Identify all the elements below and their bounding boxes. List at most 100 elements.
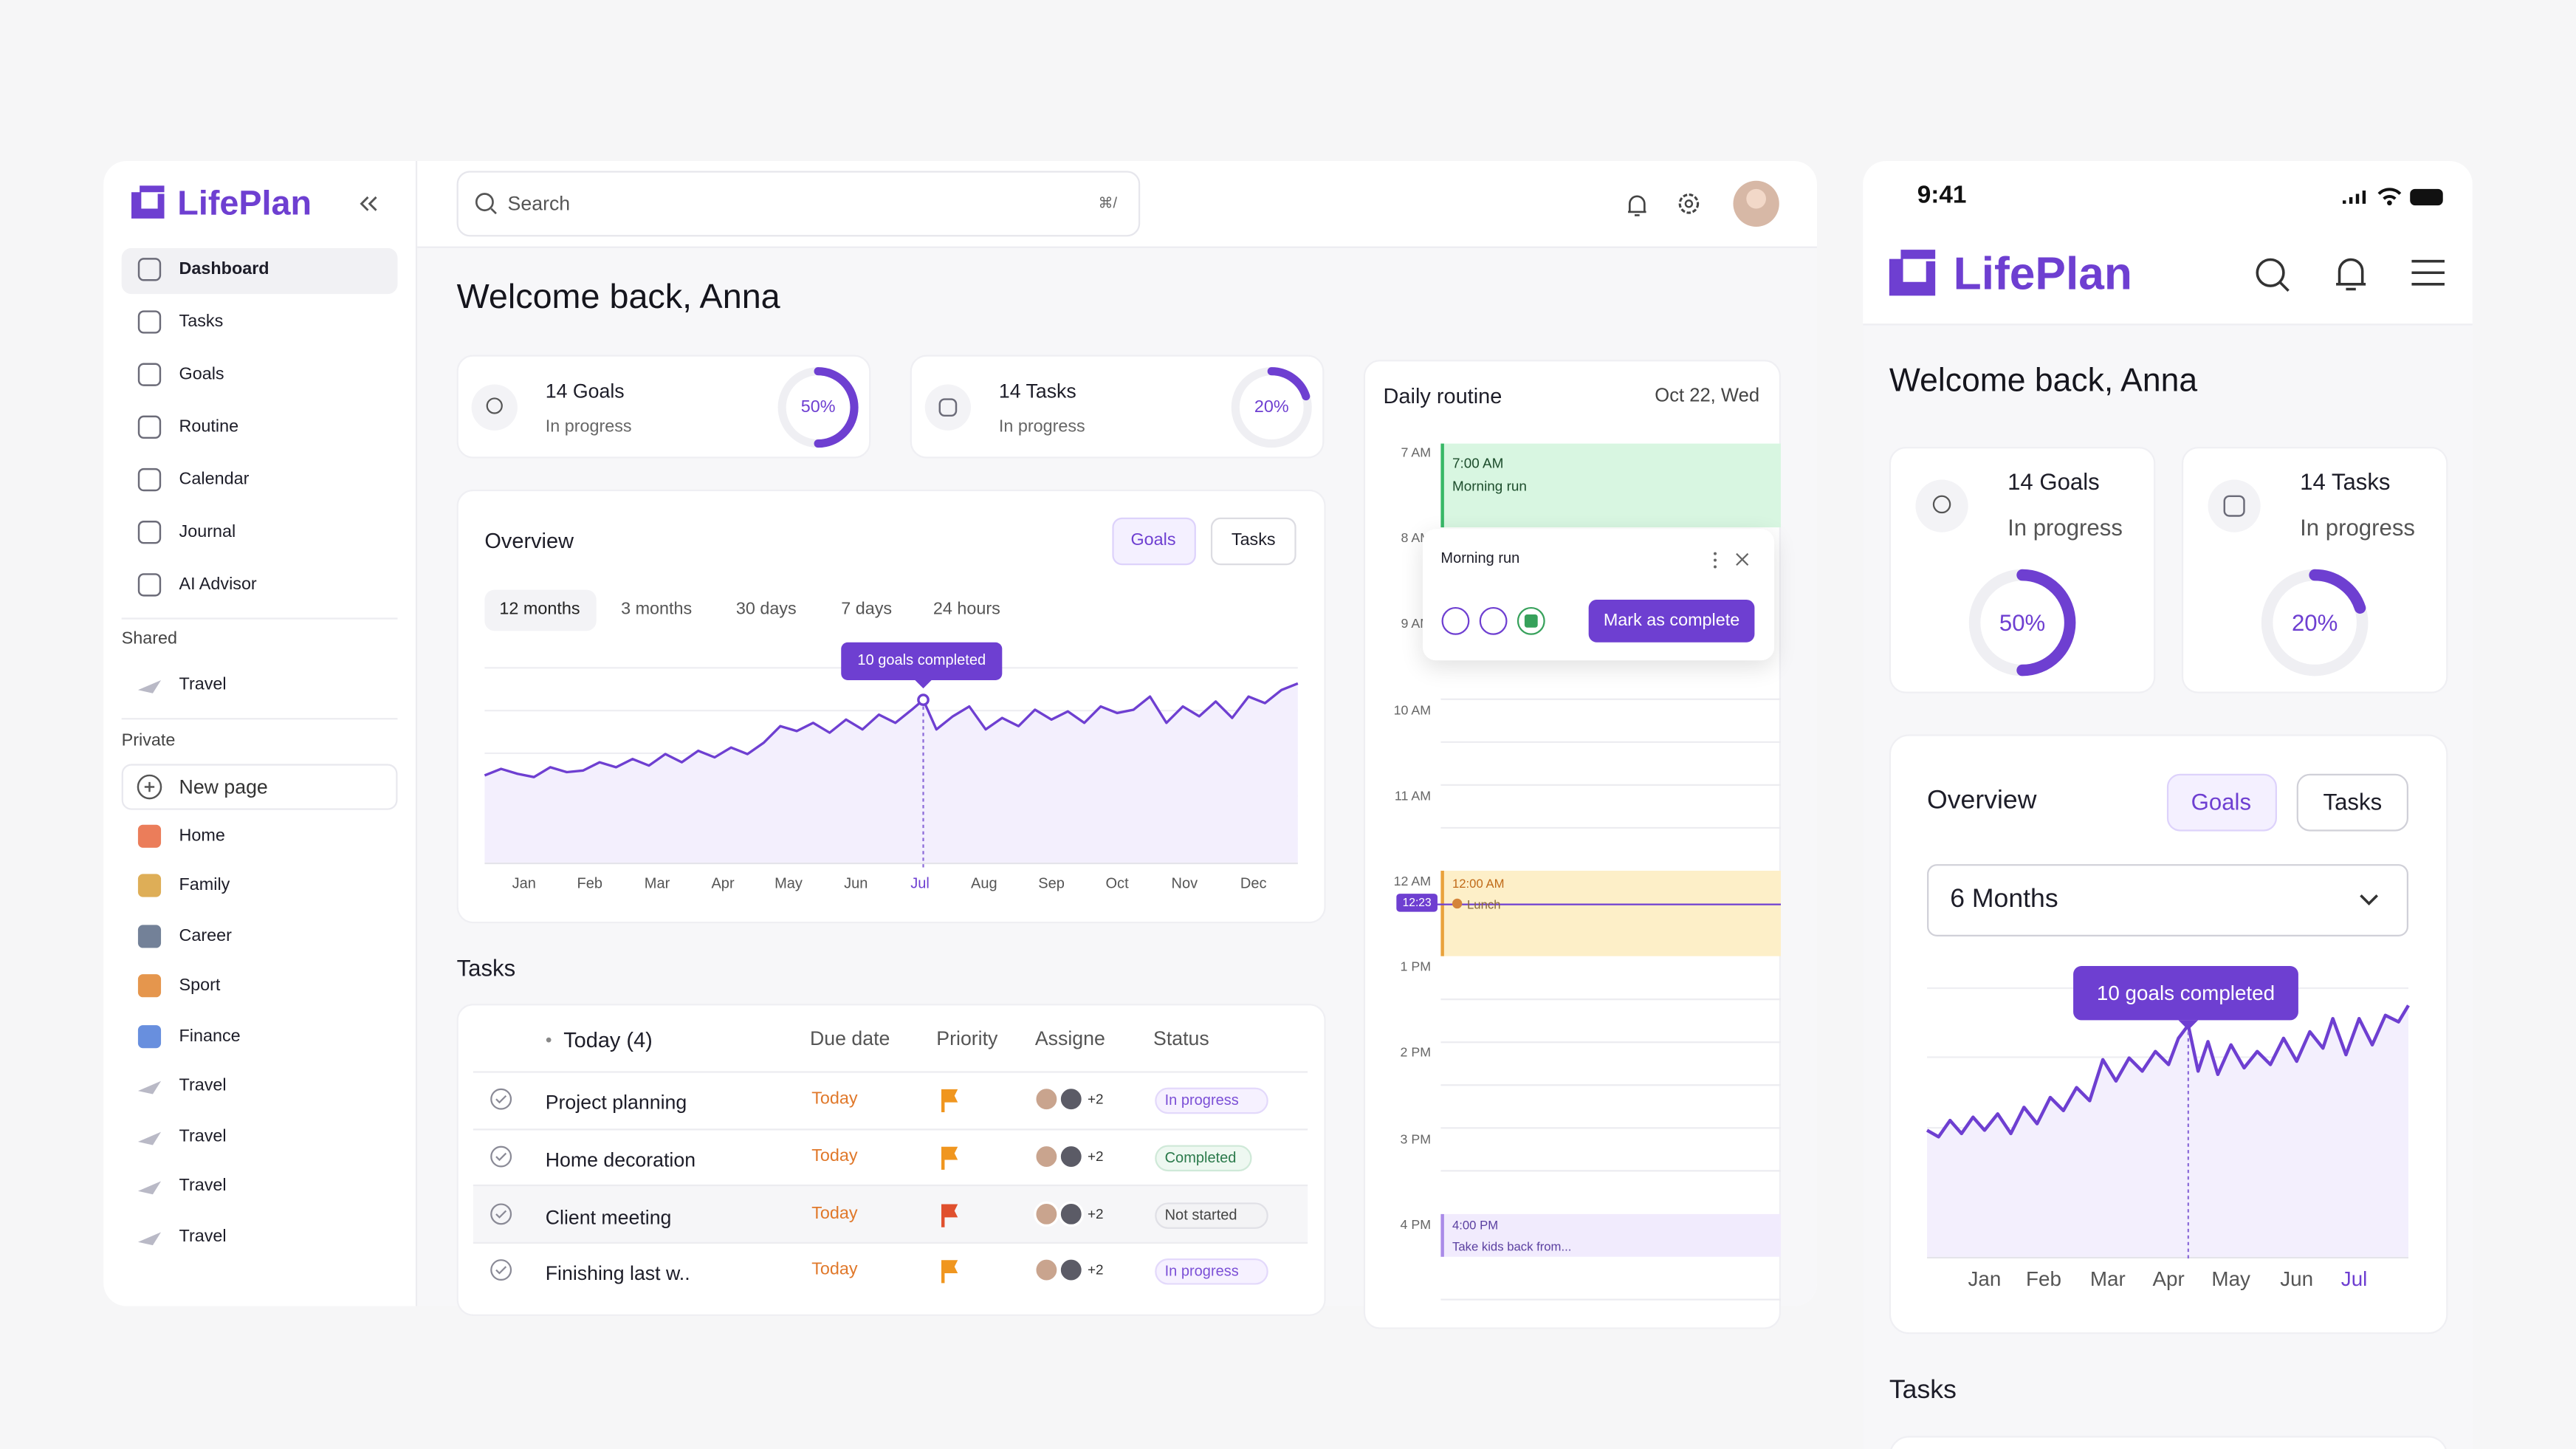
nav-item[interactable]: Journal xyxy=(179,521,236,542)
toggle-label[interactable]: Goals xyxy=(1130,530,1176,550)
nav-item[interactable]: Travel xyxy=(179,674,227,695)
m-stat-sub: In progress xyxy=(2300,514,2416,541)
x-tick-label: Aug xyxy=(971,874,997,891)
nav-item[interactable]: Routine xyxy=(179,417,239,437)
section-title: Tasks xyxy=(456,954,516,982)
column-header: Status xyxy=(1153,1027,1209,1050)
range-tab[interactable]: 7 days xyxy=(841,599,893,620)
toggle-tasks[interactable] xyxy=(1210,517,1296,566)
m-toggle-goals[interactable] xyxy=(2166,773,2277,832)
task-name[interactable]: Project planning xyxy=(545,1091,687,1114)
event-time: 7:00 AM xyxy=(1452,454,1504,471)
task-name[interactable]: Home decoration xyxy=(545,1148,696,1172)
range-tab[interactable]: 24 hours xyxy=(932,599,1000,620)
nav-item[interactable]: Travel xyxy=(179,1126,227,1147)
stat-pct: 50% xyxy=(800,397,836,417)
routine-title: Daily routine xyxy=(1383,383,1502,408)
event-green xyxy=(1440,443,1782,528)
m-x-tick-label: Mar xyxy=(2089,1267,2126,1291)
stat-title: 14 Goals xyxy=(545,379,625,403)
event-purple xyxy=(1440,1213,1782,1257)
task-due: Today xyxy=(811,1259,858,1280)
column-header: Due date xyxy=(809,1027,890,1050)
search-box[interactable] xyxy=(456,171,1141,237)
toggle-goals[interactable] xyxy=(1112,517,1196,566)
x-tick-label: Jan xyxy=(512,874,536,891)
range-tab[interactable]: 12 months xyxy=(499,599,580,620)
nav-item[interactable]: Travel xyxy=(179,1075,227,1096)
nav-item[interactable]: Tasks xyxy=(179,312,224,332)
nav-item[interactable]: Travel xyxy=(179,1227,227,1247)
task-name[interactable]: Client meeting xyxy=(545,1205,672,1229)
m-select[interactable] xyxy=(1927,864,2408,936)
event-label: Morning run xyxy=(1452,477,1527,495)
task-status: In progress xyxy=(1164,1092,1239,1109)
new-page[interactable]: New page xyxy=(179,775,268,799)
m-stat-sub: In progress xyxy=(2007,514,2123,541)
nav-item[interactable]: Calendar xyxy=(179,469,250,490)
event-yellow xyxy=(1440,870,1782,956)
popup-title: Morning run xyxy=(1440,549,1520,566)
task-status: Not started xyxy=(1164,1206,1237,1224)
stat-pct: 20% xyxy=(1254,397,1289,417)
hour-label: 1 PM xyxy=(1400,959,1432,975)
x-tick-label: Apr xyxy=(711,874,735,891)
m-stat-pct: 50% xyxy=(1999,609,2046,636)
m-x-tick-label: Jun xyxy=(2280,1267,2314,1291)
hour-label: 3 PM xyxy=(1400,1131,1432,1146)
m-toggle-tasks[interactable] xyxy=(2296,773,2408,832)
task-due: Today xyxy=(811,1146,858,1166)
hour-label: 11 AM xyxy=(1394,788,1432,804)
nav-item[interactable]: Travel xyxy=(179,1176,227,1196)
complete-button[interactable] xyxy=(1588,599,1755,643)
event-time: 12:00 AM xyxy=(1452,876,1505,891)
range-tab[interactable]: 3 months xyxy=(621,599,693,620)
status-pill xyxy=(1155,1087,1269,1114)
m-tooltip-text: 10 goals completed xyxy=(2096,981,2276,1004)
nav-item[interactable]: Career xyxy=(179,926,232,946)
hour-label: 10 AM xyxy=(1393,702,1432,718)
m-x-tick-label: Feb xyxy=(2026,1267,2061,1291)
task-status: Completed xyxy=(1164,1149,1237,1166)
m-select-label[interactable]: 6 Months xyxy=(1950,886,2058,914)
nav-item[interactable]: Dashboard xyxy=(179,258,269,279)
x-tick-label: Dec xyxy=(1240,874,1267,891)
task-name[interactable]: Finishing last w.. xyxy=(545,1261,690,1285)
welcome: Welcome back, Anna xyxy=(456,278,780,317)
now-label: 12:23 xyxy=(1402,897,1432,909)
range-active[interactable] xyxy=(484,589,597,631)
x-tick-label: Nov xyxy=(1171,874,1198,891)
button-label[interactable]: Mark as complete xyxy=(1603,610,1740,631)
nav-item[interactable]: Finance xyxy=(179,1026,241,1046)
range-tab[interactable]: 30 days xyxy=(735,599,797,620)
event-label: Lunch xyxy=(1467,897,1501,913)
m-x-tick-label: Apr xyxy=(2152,1267,2185,1291)
event-label: Take kids back from... xyxy=(1452,1239,1572,1254)
m-brand: LifePlan xyxy=(1953,247,2133,299)
nav-item[interactable]: Home xyxy=(179,826,225,846)
column-header: Priority xyxy=(936,1027,998,1050)
m-toggle-label[interactable]: Tasks xyxy=(2323,788,2383,815)
toggle-label[interactable]: Tasks xyxy=(1231,530,1276,550)
hour-label: 2 PM xyxy=(1400,1045,1432,1061)
m-x-tick-label: May xyxy=(2211,1267,2250,1291)
x-tick-label: Oct xyxy=(1105,874,1129,891)
m-x-tick-label: Jul xyxy=(2340,1267,2368,1291)
hour-label: 4 PM xyxy=(1400,1216,1432,1232)
m-toggle-label[interactable]: Goals xyxy=(2191,788,2252,815)
x-tick-label: Sep xyxy=(1038,874,1065,891)
status-pill xyxy=(1155,1258,1269,1285)
m-stat-title: 14 Goals xyxy=(2007,467,2100,495)
task-due: Today xyxy=(811,1204,858,1224)
nav-item[interactable]: Family xyxy=(179,875,230,895)
new-page-box[interactable] xyxy=(121,764,398,810)
nav-item[interactable]: Sport xyxy=(179,975,221,996)
assignee-more: +2 xyxy=(1088,1261,1104,1278)
stat-sub: In progress xyxy=(545,417,632,437)
nav-item[interactable]: AI Advisor xyxy=(179,575,257,595)
m-x-tick-label: Jan xyxy=(1968,1267,2002,1291)
hour-label: 12 AM xyxy=(1393,874,1432,889)
nav-item[interactable]: Goals xyxy=(179,364,224,384)
